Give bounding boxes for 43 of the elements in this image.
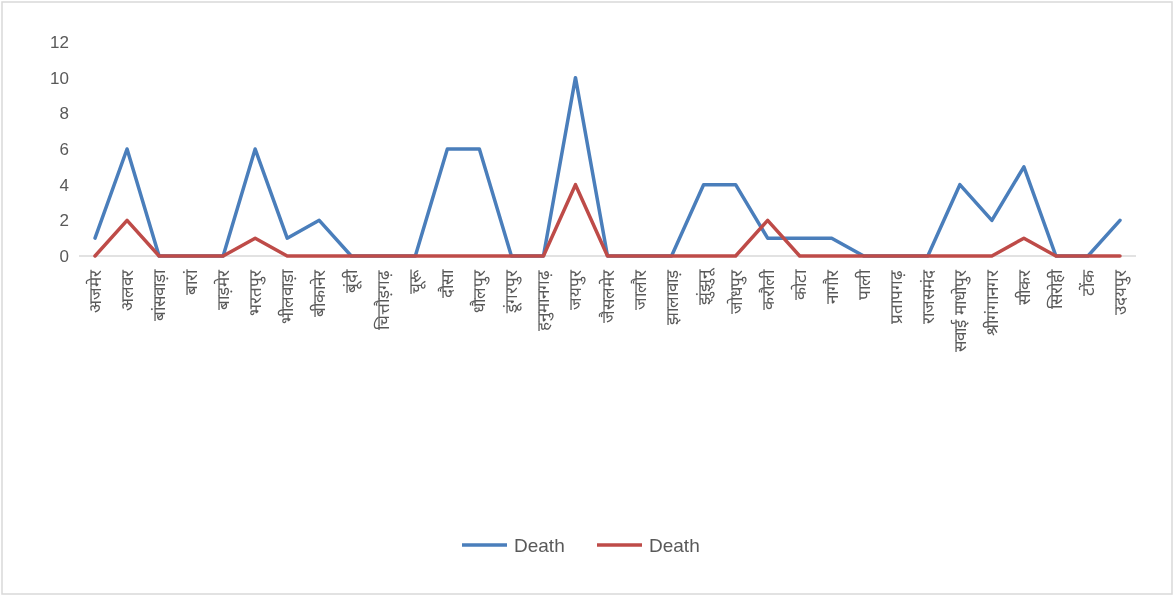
x-tick-label: प्रतापगढ़ <box>886 270 906 324</box>
line-series <box>93 182 1122 258</box>
x-tick-label: झुंझुनू <box>694 267 715 305</box>
x-tick-label: बारां <box>182 269 202 295</box>
x-tick-label: नागौर <box>821 269 842 304</box>
y-tick-label: 6 <box>59 140 69 159</box>
x-tick-label: चित्तौड़गढ़ <box>373 270 394 330</box>
x-tick-label: बाड़मेर <box>213 269 234 310</box>
x-tick-label: अजमेर <box>85 269 106 313</box>
x-tick-label: बूंदी <box>341 269 363 293</box>
x-tick-label: जयपुर <box>566 269 587 310</box>
y-tick-label: 4 <box>59 175 69 195</box>
legend-label: Death <box>514 535 565 556</box>
x-tick-label: बांसवाड़ा <box>150 269 170 321</box>
y-tick-label: 2 <box>59 211 69 231</box>
x-tick-label: टोंक <box>1077 269 1098 296</box>
x-tick-label: राजसमंद <box>918 269 938 324</box>
x-tick-label: बीकानेर <box>309 269 330 317</box>
x-tick-label: अलवर <box>118 269 138 311</box>
y-tick-label: 12 <box>50 33 69 52</box>
x-tick-label: सिरोही <box>1045 269 1066 309</box>
y-tick-label: 10 <box>50 68 69 88</box>
x-tick-label: श्रीगंगानगर <box>981 269 1002 336</box>
x-tick-label: धौलपुर <box>469 269 491 313</box>
x-tick-label: दौसा <box>437 269 458 298</box>
x-tick-label: भरतपुर <box>246 269 267 316</box>
y-tick-label: 8 <box>59 104 69 124</box>
x-tick-label: उदयपुर <box>1110 269 1131 315</box>
x-tick-label: हनुमानगढ़ <box>534 270 555 331</box>
x-tick-label: सीकर <box>1013 269 1034 305</box>
x-tick-label: करौली <box>757 269 778 310</box>
x-tick-label: जोधपुर <box>725 269 747 314</box>
x-tick-label: कोटा <box>789 269 810 300</box>
x-tick-label: भीलवाड़ा <box>277 269 298 324</box>
y-tick-label: 0 <box>59 247 69 266</box>
x-tick-label: डूंगरपुर <box>502 269 523 314</box>
x-tick-label: चूरू <box>406 269 427 294</box>
x-tick-label: झालावाड़ <box>662 269 682 325</box>
x-tick-label: जैसलमेर <box>597 269 618 323</box>
x-tick-label: जालौर <box>629 269 650 310</box>
x-tick-label: पाली <box>853 269 874 300</box>
legend-label: Death <box>649 535 700 556</box>
x-tick-label: सवाई माधोपुर <box>949 269 971 352</box>
